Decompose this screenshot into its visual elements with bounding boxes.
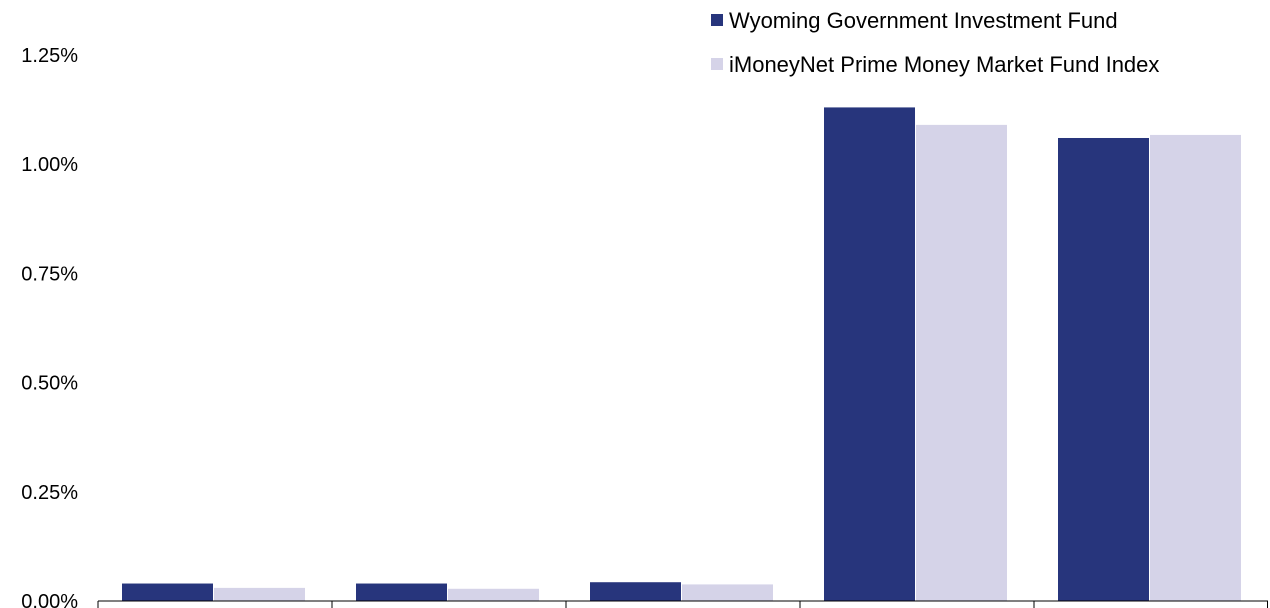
legend: Wyoming Government Investment Fund iMoney… [711, 8, 1159, 77]
bar-series-2-group-5 [1150, 134, 1241, 602]
y-tick-label: 0.75% [21, 263, 78, 285]
bar-series-1-group-4 [824, 107, 915, 601]
bar-series-1-group-1 [122, 583, 213, 601]
y-tick-label: 1.25% [21, 45, 78, 67]
y-axis: 0.00% 0.25% 0.50% 0.75% 1.00% 1.25% [21, 45, 78, 608]
y-tick-label: 0.50% [21, 373, 78, 395]
bar-series-2-group-1 [214, 587, 305, 601]
bars [122, 107, 1241, 602]
y-tick-label: 1.00% [21, 154, 78, 176]
bar-series-2-group-2 [448, 588, 539, 601]
bar-series-1-group-3 [590, 582, 681, 601]
legend-label: iMoneyNet Prime Money Market Fund Index [729, 52, 1159, 77]
bar-series-1-group-2 [356, 583, 447, 601]
legend-swatch [711, 14, 723, 26]
legend-swatch [711, 58, 723, 70]
y-tick-label: 0.00% [21, 591, 78, 608]
x-axis [97, 600, 1268, 608]
bar-series-2-group-4 [916, 124, 1007, 601]
legend-label: Wyoming Government Investment Fund [729, 8, 1118, 33]
bar-series-1-group-5 [1058, 137, 1149, 601]
bar-series-2-group-3 [682, 584, 773, 601]
y-tick-label: 0.25% [21, 482, 78, 504]
